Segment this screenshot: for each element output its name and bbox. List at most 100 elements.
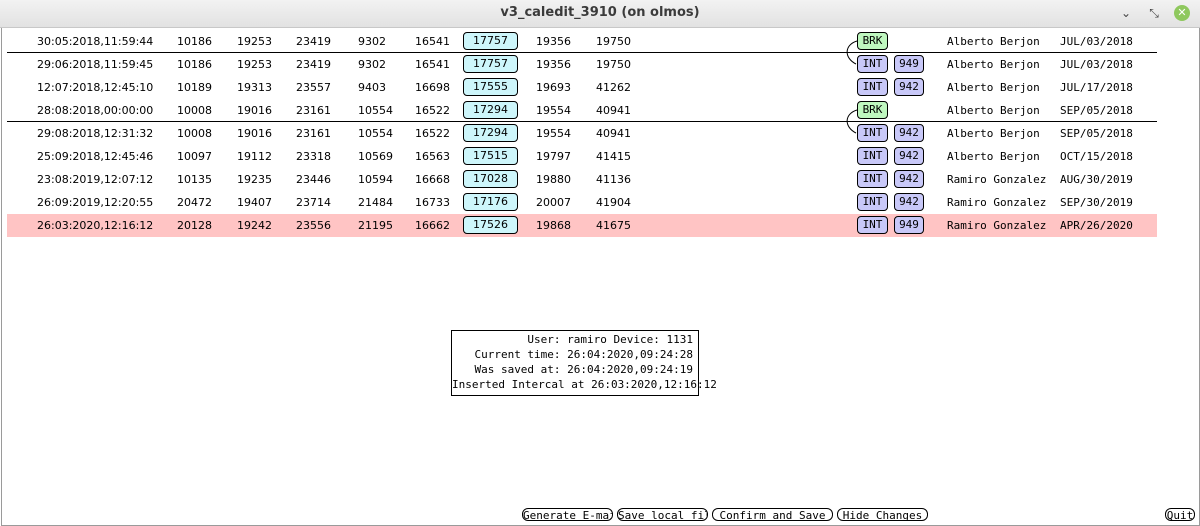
table-row[interactable]: 28:08:2018,00:00:00 10008 19016 23161 10554 1… (7, 99, 1157, 122)
timestamp-cell: 26:09:2019,12:20:55 (37, 196, 154, 209)
timestamp-cell: 29:06:2018,11:59:45 (37, 58, 154, 71)
save-local-file-button[interactable]: Save local file (617, 508, 708, 521)
date-cell: SEP/05/2018 (1060, 104, 1133, 117)
table-row[interactable]: 26:03:2020,12:16:12 20128 19242 23556 21195 1… (7, 214, 1157, 237)
value-cell: 41904 (596, 196, 631, 209)
user-cell: Alberto Berjon (947, 35, 1040, 48)
value-cell: 20128 (177, 219, 212, 232)
value-cell: 23161 (296, 127, 331, 140)
timestamp-cell: 23:08:2019,12:07:12 (37, 173, 154, 186)
info-panel: User: ramiro Device: 1131 Current time: … (451, 330, 717, 396)
value-cell: 19253 (237, 35, 272, 48)
table-row[interactable]: 30:05:2018,11:59:44 10186 19253 23419 9302 16… (7, 30, 1157, 53)
boxed-value-cell[interactable]: 17555 (463, 78, 518, 96)
code-tag[interactable]: 942 (894, 124, 924, 142)
code-tag[interactable]: 942 (894, 170, 924, 188)
boxed-value-cell[interactable]: 17294 (463, 101, 518, 119)
user-cell: Ramiro Gonzalez (947, 196, 1047, 209)
maximize-icon[interactable]: ⤡ (1149, 6, 1159, 20)
timestamp-cell: 12:07:2018,12:45:10 (37, 81, 154, 94)
boxed-value-cell[interactable]: 17515 (463, 147, 518, 165)
value-cell: 40941 (596, 127, 631, 140)
int-tag[interactable]: INT (857, 55, 888, 73)
date-cell: JUL/03/2018 (1060, 35, 1133, 48)
value-cell: 10189 (177, 81, 212, 94)
value-cell: 19693 (536, 81, 571, 94)
timestamp-cell: 29:08:2018,12:31:32 (37, 127, 154, 140)
value-cell: 23556 (296, 219, 331, 232)
saved-at-line: Was saved at: 26:04:2020,09:24:19 (474, 363, 693, 376)
boxed-value-cell[interactable]: 17028 (463, 170, 518, 188)
code-tag[interactable]: 942 (894, 193, 924, 211)
brk-tag[interactable]: BRK (857, 32, 888, 50)
value-cell: 19880 (536, 173, 571, 186)
timestamp-cell: 25:09:2018,12:45:46 (37, 150, 154, 163)
brk-tag[interactable]: BRK (857, 101, 888, 119)
value-cell: 9403 (358, 81, 386, 94)
int-tag[interactable]: INT (857, 78, 888, 96)
value-cell: 19235 (237, 173, 272, 186)
boxed-value-cell[interactable]: 17294 (463, 124, 518, 142)
code-tag[interactable]: 949 (894, 55, 924, 73)
date-cell: SEP/05/2018 (1060, 127, 1133, 140)
boxed-value-cell[interactable]: 17526 (463, 216, 518, 234)
value-cell: 21195 (358, 219, 393, 232)
int-tag[interactable]: INT (857, 193, 888, 211)
value-cell: 19356 (536, 58, 571, 71)
value-cell: 16698 (415, 81, 450, 94)
value-cell: 10554 (358, 104, 393, 117)
timestamp-cell: 30:05:2018,11:59:44 (37, 35, 154, 48)
user-cell: Alberto Berjon (947, 150, 1040, 163)
code-tag[interactable]: 942 (894, 78, 924, 96)
value-cell: 9302 (358, 58, 386, 71)
value-cell: 19554 (536, 104, 571, 117)
table-row[interactable]: 23:08:2019,12:07:12 10135 19235 23446 10594 1… (7, 168, 1157, 191)
value-cell: 20472 (177, 196, 212, 209)
close-icon[interactable]: ✕ (1174, 5, 1190, 21)
row-separator (7, 52, 1157, 53)
value-cell: 19253 (237, 58, 272, 71)
value-cell: 19242 (237, 219, 272, 232)
connector-arrow (846, 109, 858, 134)
value-cell: 19554 (536, 127, 571, 140)
value-cell: 16522 (415, 127, 450, 140)
hide-changes-button[interactable]: Hide Changes (837, 508, 928, 521)
value-cell: 10097 (177, 150, 212, 163)
value-cell: 21484 (358, 196, 393, 209)
user-cell: Alberto Berjon (947, 58, 1040, 71)
table-row[interactable]: 29:06:2018,11:59:45 10186 19253 23419 9302 16… (7, 53, 1157, 76)
table-row[interactable]: 12:07:2018,12:45:10 10189 19313 23557 9403 16… (7, 76, 1157, 99)
value-cell: 19750 (596, 35, 631, 48)
value-cell: 19016 (237, 104, 272, 117)
minimize-icon[interactable]: ⌄ (1120, 6, 1132, 20)
int-tag[interactable]: INT (857, 147, 888, 165)
int-tag[interactable]: INT (857, 124, 888, 142)
int-tag[interactable]: INT (857, 170, 888, 188)
code-tag[interactable]: 949 (894, 216, 924, 234)
value-cell: 10569 (358, 150, 393, 163)
value-cell: 23161 (296, 104, 331, 117)
code-tag[interactable]: 942 (894, 147, 924, 165)
value-cell: 41675 (596, 219, 631, 232)
value-cell: 10008 (177, 127, 212, 140)
table-row[interactable]: 26:09:2019,12:20:55 20472 19407 23714 21484 1… (7, 191, 1157, 214)
date-cell: SEP/30/2019 (1060, 196, 1133, 209)
value-cell: 40941 (596, 104, 631, 117)
int-tag[interactable]: INT (857, 216, 888, 234)
value-cell: 23446 (296, 173, 331, 186)
quit-button[interactable]: Quit (1165, 508, 1195, 521)
boxed-value-cell[interactable]: 17757 (463, 55, 518, 73)
confirm-and-save-button[interactable]: Confirm and Save (712, 508, 833, 521)
value-cell: 23419 (296, 58, 331, 71)
value-cell: 23557 (296, 81, 331, 94)
connector-arrow (846, 40, 858, 65)
window-title: v3_caledit_3910 (on olmos) (500, 5, 700, 20)
boxed-value-cell[interactable]: 17757 (463, 32, 518, 50)
generate-email-button[interactable]: Generate E-mail (522, 508, 613, 521)
table-row[interactable]: 29:08:2018,12:31:32 10008 19016 23161 10554 1… (7, 122, 1157, 145)
table-row[interactable]: 25:09:2018,12:45:46 10097 19112 23318 10569 1… (7, 145, 1157, 168)
boxed-value-cell[interactable]: 17176 (463, 193, 518, 211)
value-cell: 10186 (177, 35, 212, 48)
timestamp-cell: 28:08:2018,00:00:00 (37, 104, 154, 117)
value-cell: 19356 (536, 35, 571, 48)
